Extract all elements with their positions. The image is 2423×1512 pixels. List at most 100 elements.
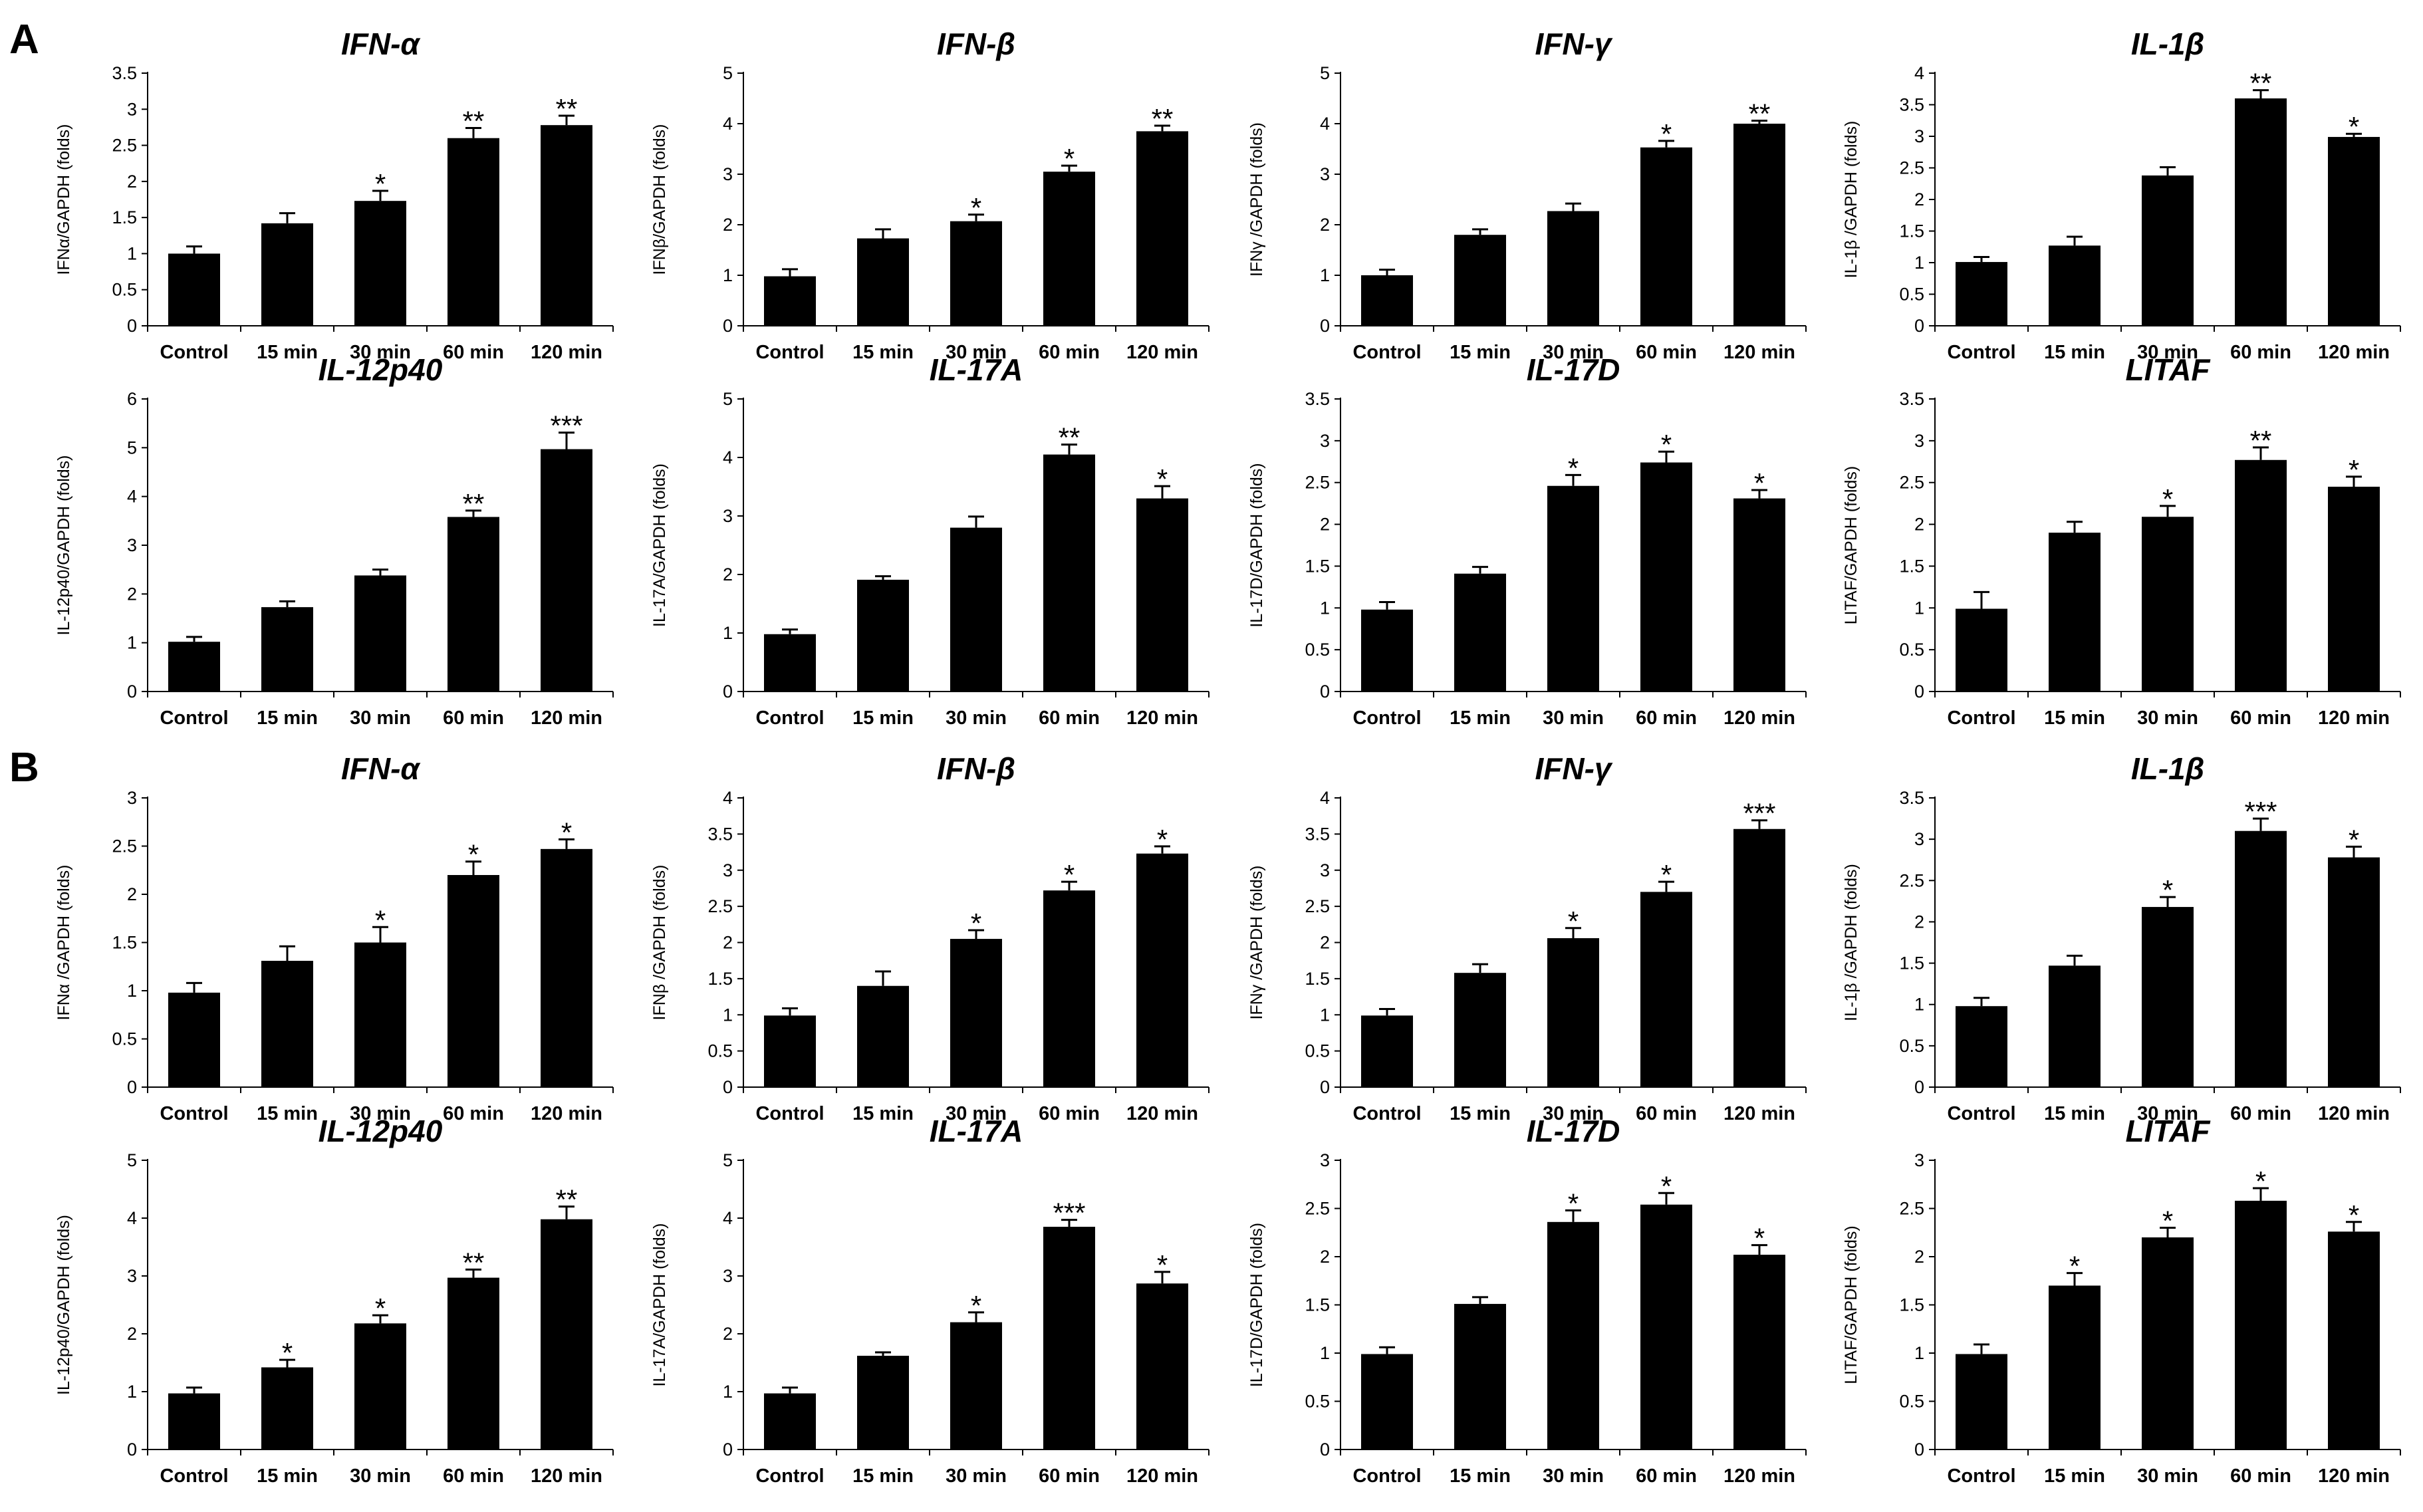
y-tick-label: 0.5 [1899,640,1924,660]
bar-chart: IL-12p40 IL-12p40/GAPDH (folds) 0 1 2 3 4 5 6 Con… [55,352,614,729]
y-tick-label: 0.5 [707,1041,733,1061]
y-tick-label: 3 [127,535,137,555]
y-tick-label: 3 [1914,829,1924,849]
y-tick-label: 1 [127,981,137,1001]
bar [857,238,909,326]
x-category-label: 15 min [1450,342,1511,363]
bar-chart: LITAF LITAF/GAPDH (folds) 0 0.5 1 1.5 2 2.5 3 3.5… [1842,352,2401,729]
y-tick-label: 1 [1320,265,1330,285]
chart-grid: IFN-α IFNα/GAPDH (folds) 0 0.5 1 1.5 2 2.5 3 3.5 C… [55,27,2401,1487]
x-category-label: 60 min [2230,1103,2291,1124]
x-category-label: 15 min [1450,1465,1511,1487]
bar [1956,262,2007,326]
bar [447,1277,499,1449]
chart-title: IFN-α [341,27,421,61]
y-tick-label: 5 [127,1150,137,1170]
significance-label: * [2162,483,2173,515]
y-tick-label: 5 [723,389,733,409]
y-tick-label: 3 [1320,431,1330,451]
y-tick-label: 1 [1320,598,1330,618]
x-category-label: 60 min [1039,1465,1100,1487]
significance-label: ** [1152,103,1174,134]
y-tick-label: 0.5 [1899,1392,1924,1412]
y-axis-title: IL-17D/GAPDH (folds) [1247,463,1266,627]
x-category-label: 30 min [1543,707,1604,729]
y-tick-label: 3 [127,788,137,808]
bar [1361,609,1413,692]
bar-chart: IL-1β IL-1β /GAPDH (folds) 0 0.5 1 1.5 2 2.5 3 3.… [1842,27,2401,363]
bar [1043,172,1095,326]
y-tick-label: 3.5 [112,63,137,83]
bar [950,939,1002,1087]
bar [857,985,909,1087]
bar [1136,1283,1188,1449]
x-category-label: 30 min [2137,1103,2198,1124]
y-tick-label: 2 [1914,515,1924,535]
x-category-label: 15 min [2044,342,2105,363]
bar-chart: IFN-γ IFNγ /GAPDH (folds) 0 0.5 1 1.5 2 2.5 3 3.5… [1247,751,1807,1124]
x-category-label: 30 min [350,707,411,729]
y-tick-label: 6 [127,389,137,409]
y-tick-label: 0.5 [112,280,137,300]
bar [1640,147,1692,326]
significance-label: * [1064,143,1075,174]
x-category-label: 30 min [350,1103,411,1124]
significance-label: *** [1743,798,1775,829]
y-tick-label: 2.5 [1305,473,1330,493]
x-category-label: 15 min [257,342,318,363]
bar [1640,462,1692,692]
bar [2049,965,2101,1087]
bar-chart: IL-17D IL-17D/GAPDH (folds) 0 0.5 1 1.5 2 2.5 3 C… [1247,1114,1807,1487]
bar [168,253,220,326]
x-category-label: Control [160,1465,228,1487]
bar [1361,275,1413,326]
bar [2142,517,2194,692]
x-category-label: 15 min [2044,1103,2105,1124]
y-axis-title: IFNγ /GAPDH (folds) [1247,866,1266,1020]
bar [2328,857,2380,1087]
significance-label: *** [550,410,582,441]
x-category-label: 120 min [2318,1103,2390,1124]
bar [764,634,816,692]
significance-label: * [1661,859,1672,890]
x-category-label: 60 min [443,1465,504,1487]
bar [1547,211,1599,326]
chart-title: IFN-α [341,751,421,786]
y-tick-label: 0 [127,1440,137,1459]
x-category-label: 15 min [2044,707,2105,729]
y-tick-label: 1.5 [1899,221,1924,241]
x-category-label: 15 min [257,1103,318,1124]
y-tick-label: 1 [1320,1343,1330,1363]
bar-chart: IL-12p40 IL-12p40/GAPDH (folds) 0 1 2 3 4 5 Cont… [55,1114,614,1487]
x-category-label: 60 min [1039,342,1100,363]
bar [447,517,499,692]
y-tick-label: 0 [127,1077,137,1097]
bar [447,875,499,1087]
bar [1454,973,1506,1087]
chart-title: IFN-β [937,27,1015,61]
y-tick-label: 1.5 [1305,1295,1330,1315]
x-category-label: 60 min [1636,1103,1697,1124]
bar [1956,1354,2007,1449]
y-tick-label: 0.5 [1899,285,1924,305]
bar-chart: IL-17A IL-17A/GAPDH (folds) 0 1 2 3 4 5 Control 1… [650,1114,1210,1487]
y-tick-label: 4 [1914,63,1924,83]
y-tick-label: 3 [723,860,733,880]
bar-chart: IFN-β IFNβ /GAPDH (folds) 0 0.5 1 1.5 2 2.5 3 3.5… [650,751,1210,1124]
x-category-label: 60 min [443,1103,504,1124]
y-tick-label: 0 [1914,682,1924,701]
bar [1043,1227,1095,1449]
x-category-label: Control [1947,342,2015,363]
x-category-label: 120 min [531,342,602,363]
x-category-label: 15 min [257,1465,318,1487]
y-tick-label: 1.5 [112,933,137,953]
significance-label: * [971,192,981,223]
bar-chart: IL-1β IL-1β /GAPDH (folds) 0 0.5 1 1.5 2 2.5 3 3.… [1842,751,2401,1124]
y-tick-label: 3.5 [1305,824,1330,844]
y-tick-label: 3 [1914,431,1924,451]
y-axis-title: IL-12p40/GAPDH (folds) [55,1215,73,1395]
y-tick-label: 0 [723,1440,733,1459]
y-tick-label: 1.5 [1305,556,1330,576]
bar-chart: IL-17A IL-17A/GAPDH (folds) 0 1 2 3 4 5 Control 1… [650,352,1210,729]
y-tick-label: 3 [127,99,137,119]
